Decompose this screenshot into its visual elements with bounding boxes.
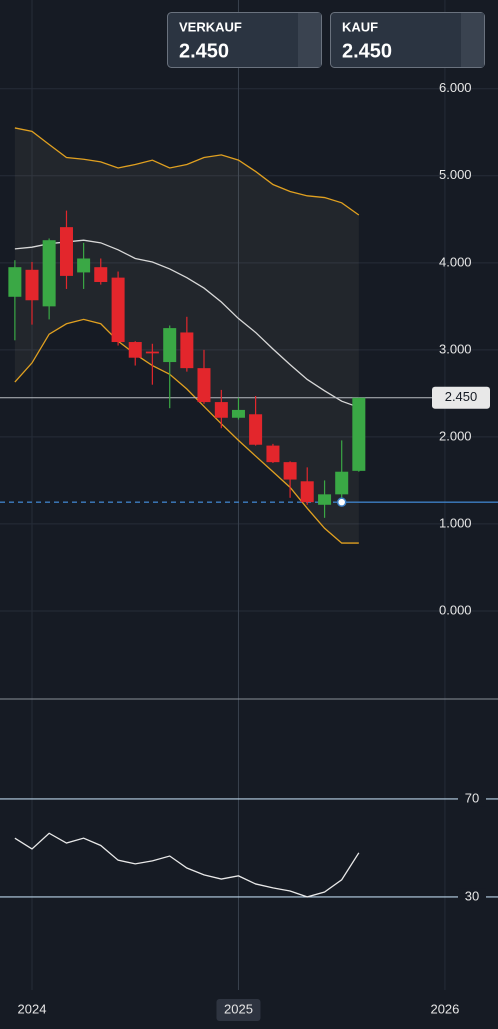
candle-body (42, 240, 56, 307)
candle-body (25, 269, 39, 301)
y-tick-label: 2.000 (439, 428, 472, 443)
candle-body (335, 471, 349, 495)
candle-body (180, 332, 194, 369)
candle-body (128, 342, 142, 358)
candle-body (266, 445, 280, 463)
sell-price: 2.450 (179, 40, 229, 62)
band-upper (14, 127, 360, 216)
x-tick-label: 2025 (224, 1001, 253, 1016)
level-label-bg (458, 888, 486, 905)
x-tick-label: 2026 (430, 1001, 459, 1016)
buy-price: 2.450 (342, 40, 392, 62)
price-label-box (432, 386, 490, 409)
candle-body (197, 368, 211, 403)
candle-body (59, 227, 73, 276)
candle-body (300, 481, 314, 503)
y-tick-label: 70 (465, 790, 479, 805)
sell-stripe (298, 13, 321, 67)
y-tick-label: 4.000 (439, 254, 472, 269)
buy-box[interactable] (330, 12, 485, 68)
crosshair-label-box (216, 999, 261, 1021)
y-tick-label: 5.000 (439, 167, 472, 182)
candle-body (163, 328, 177, 363)
sell-box[interactable] (167, 12, 322, 68)
buy-button[interactable]: KAUF 2.450 (330, 12, 485, 68)
price-label: 2.450 (445, 389, 478, 404)
y-tick-label: 3.000 (439, 341, 472, 356)
candle-body (77, 258, 91, 273)
candle-body (318, 494, 332, 505)
candle-body (352, 397, 366, 471)
candle-body (111, 277, 125, 343)
y-tick-label: 1.000 (439, 515, 472, 530)
sell-button[interactable]: VERKAUF 2.450 (167, 12, 322, 68)
level-label-bg (458, 790, 486, 807)
rsi-line (14, 832, 360, 898)
x-tick-label: 2024 (18, 1001, 47, 1016)
candle-body (94, 267, 108, 282)
candle-body (145, 351, 159, 354)
candle-body (283, 462, 297, 480)
entry-marker (336, 497, 347, 507)
grid (0, 0, 498, 990)
candle-body (214, 402, 228, 418)
candle-body (8, 267, 22, 297)
y-tick-label: 0.000 (439, 602, 472, 617)
candle-body (231, 409, 245, 418)
sell-label: VERKAUF (179, 19, 242, 34)
buy-stripe (461, 13, 484, 67)
plot: 0.000 1.000 2.000 3.000 4.000 5.000 6.000 2024 2… (0, 80, 498, 1021)
y-tick-label: 30 (465, 888, 479, 903)
candle-body (249, 414, 263, 445)
y-tick-label: 6.000 (439, 80, 472, 95)
buy-label: KAUF (342, 19, 378, 34)
